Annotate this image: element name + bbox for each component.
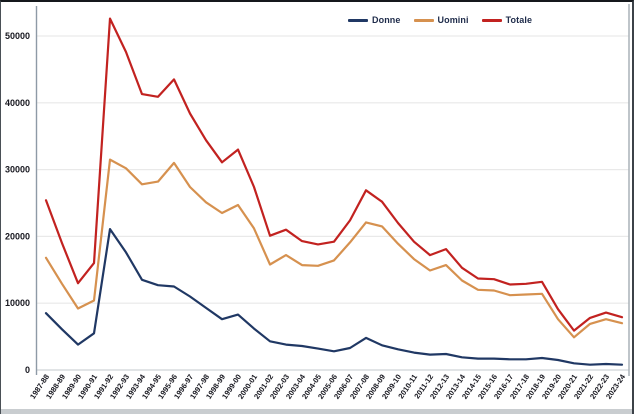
legend-label-donne: Donne xyxy=(372,15,401,25)
donne-line-swatch-icon xyxy=(348,18,368,22)
legend-item-uomini: Uomini xyxy=(413,15,469,25)
svg-text:50000: 50000 xyxy=(5,31,30,41)
bottom-strip xyxy=(1,409,632,414)
legend-item-donne: Donne xyxy=(348,15,401,25)
legend-label-totale: Totale xyxy=(505,15,533,25)
svg-text:40000: 40000 xyxy=(5,98,30,108)
uomini-line-swatch-icon xyxy=(413,18,434,22)
legend: Donne Uomini Totale xyxy=(348,15,532,25)
svg-text:0: 0 xyxy=(25,365,30,375)
legend-label-uomini: Uomini xyxy=(437,15,469,25)
svg-text:30000: 30000 xyxy=(5,165,30,175)
legend-item-totale: Totale xyxy=(481,15,533,25)
svg-text:10000: 10000 xyxy=(5,298,30,308)
svg-text:20000: 20000 xyxy=(5,231,30,241)
totale-line-swatch-icon xyxy=(481,18,502,22)
